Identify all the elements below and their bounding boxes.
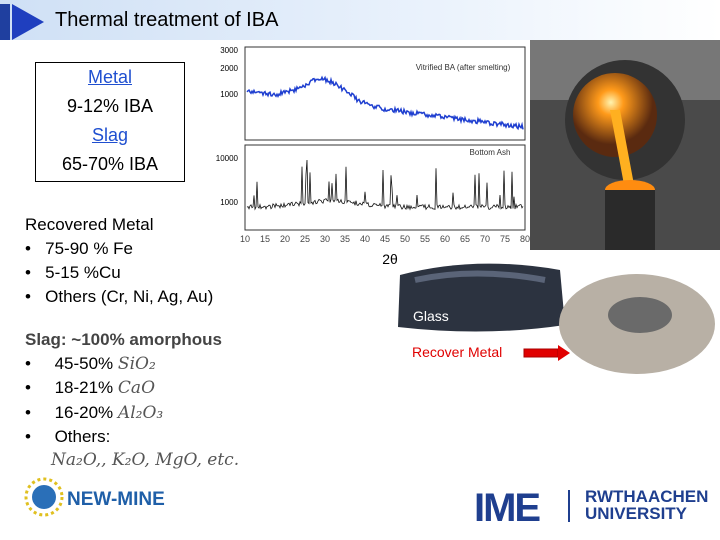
- x-tick-label: 40: [360, 234, 370, 244]
- header-arrow: [0, 4, 44, 40]
- item: • 16-20% Al₂O₃: [25, 402, 164, 423]
- formula: SiO₂: [117, 353, 156, 374]
- ime-logo: IME: [474, 486, 541, 530]
- newmine-logo: NEW-MINE: [24, 477, 165, 517]
- x-tick-label: 50: [400, 234, 410, 244]
- top-trace: [246, 75, 524, 131]
- items: • 45-50% SiO₂ • 18-21% CaO • 16-20% Al₂O₃ •…: [25, 352, 239, 449]
- x-tick-label: 15: [260, 234, 270, 244]
- slag-list: Slag: ~100% amorphous • 45-50% SiO₂ • 18-…: [25, 328, 239, 472]
- recovered-list: Recovered Metal • 75-90 % Fe • 5-15 %Cu …: [25, 213, 213, 309]
- box-line: 9-12% IBA: [66, 96, 154, 116]
- top-label: Vitrified BA (after smelting): [416, 63, 511, 72]
- heading: Recovered Metal: [25, 215, 154, 234]
- others: Na₂O,, K₂O, MgO, etc.: [51, 449, 240, 470]
- metal-label: Recover Metal: [412, 344, 503, 360]
- xrd-figure: Vitrified BA (after smelting) Bottom Ash…: [216, 46, 530, 267]
- item: • Others:: [25, 427, 111, 446]
- y-tick-label: 1000: [220, 90, 238, 99]
- glass-label: Glass: [413, 308, 449, 324]
- item: • 5-15 %Cu: [25, 263, 121, 282]
- x-tick-label: 20: [280, 234, 290, 244]
- x-tick-label: 45: [380, 234, 390, 244]
- arrow: [523, 345, 570, 361]
- x-tick-label: 80: [520, 234, 530, 244]
- box-line: 65-70% IBA: [61, 154, 159, 174]
- x-tick-label: 35: [340, 234, 350, 244]
- divider: [568, 490, 570, 522]
- item-text: 75-90 % Fe: [45, 239, 134, 258]
- item-text: 16-20%: [54, 402, 114, 422]
- box-line: Slag: [91, 125, 129, 145]
- top-panel: [244, 46, 526, 141]
- logo-text: UNIVERSITY: [585, 504, 688, 523]
- glass-photo: [398, 263, 565, 332]
- box-line: Metal: [87, 67, 132, 87]
- y-tick-label: 10000: [216, 154, 239, 163]
- item: • Others (Cr, Ni, Ag, Au): [25, 287, 214, 306]
- x-tick-label: 10: [240, 234, 250, 244]
- y-tick-label: 1000: [220, 198, 238, 207]
- title: Thermal treatment of IBA: [55, 9, 279, 31]
- item-text: 45-50%: [54, 353, 114, 373]
- logo-text: RWTHAACHEN: [585, 487, 709, 506]
- bottom-panel: [244, 144, 526, 231]
- x-tick-label: 60: [440, 234, 450, 244]
- bottom-trace: [246, 159, 524, 211]
- item: • 18-21% CaO: [25, 378, 156, 398]
- y-tick-label: 2000: [220, 64, 238, 73]
- x-label: 2θ: [382, 251, 398, 267]
- heading: Slag: ~100% amorphous: [25, 330, 222, 349]
- x-tick-label: 75: [500, 234, 510, 244]
- x-tick-label: 70: [480, 234, 490, 244]
- item-text: 18-21%: [54, 378, 114, 397]
- summary-box: Metal 9-12% IBA Slag 65-70% IBA: [35, 62, 185, 182]
- x-tick-label: 25: [300, 234, 310, 244]
- x-tick-label: 65: [460, 234, 470, 244]
- furnace-photo: [530, 40, 720, 250]
- metal-photo: [559, 274, 715, 374]
- bottom-label: Bottom Ash: [470, 148, 511, 157]
- header-bar: [0, 0, 720, 40]
- formula: CaO: [117, 378, 156, 398]
- logo-text: NEW-MINE: [67, 489, 165, 510]
- item-text: 5-15 %Cu: [45, 263, 121, 282]
- y-tick-label: 3000: [220, 46, 238, 55]
- item: • 75-90 % Fe: [25, 239, 134, 258]
- item-text: Others (Cr, Ni, Ag, Au): [45, 287, 214, 306]
- rwth-logo: RWTHAACHEN UNIVERSITY: [585, 488, 708, 522]
- x-tick-label: 30: [320, 234, 330, 244]
- formula: Al₂O₃: [117, 402, 164, 423]
- item: • 45-50% SiO₂: [25, 353, 156, 374]
- x-tick-label: 55: [420, 234, 430, 244]
- item-text: Others:: [54, 427, 111, 446]
